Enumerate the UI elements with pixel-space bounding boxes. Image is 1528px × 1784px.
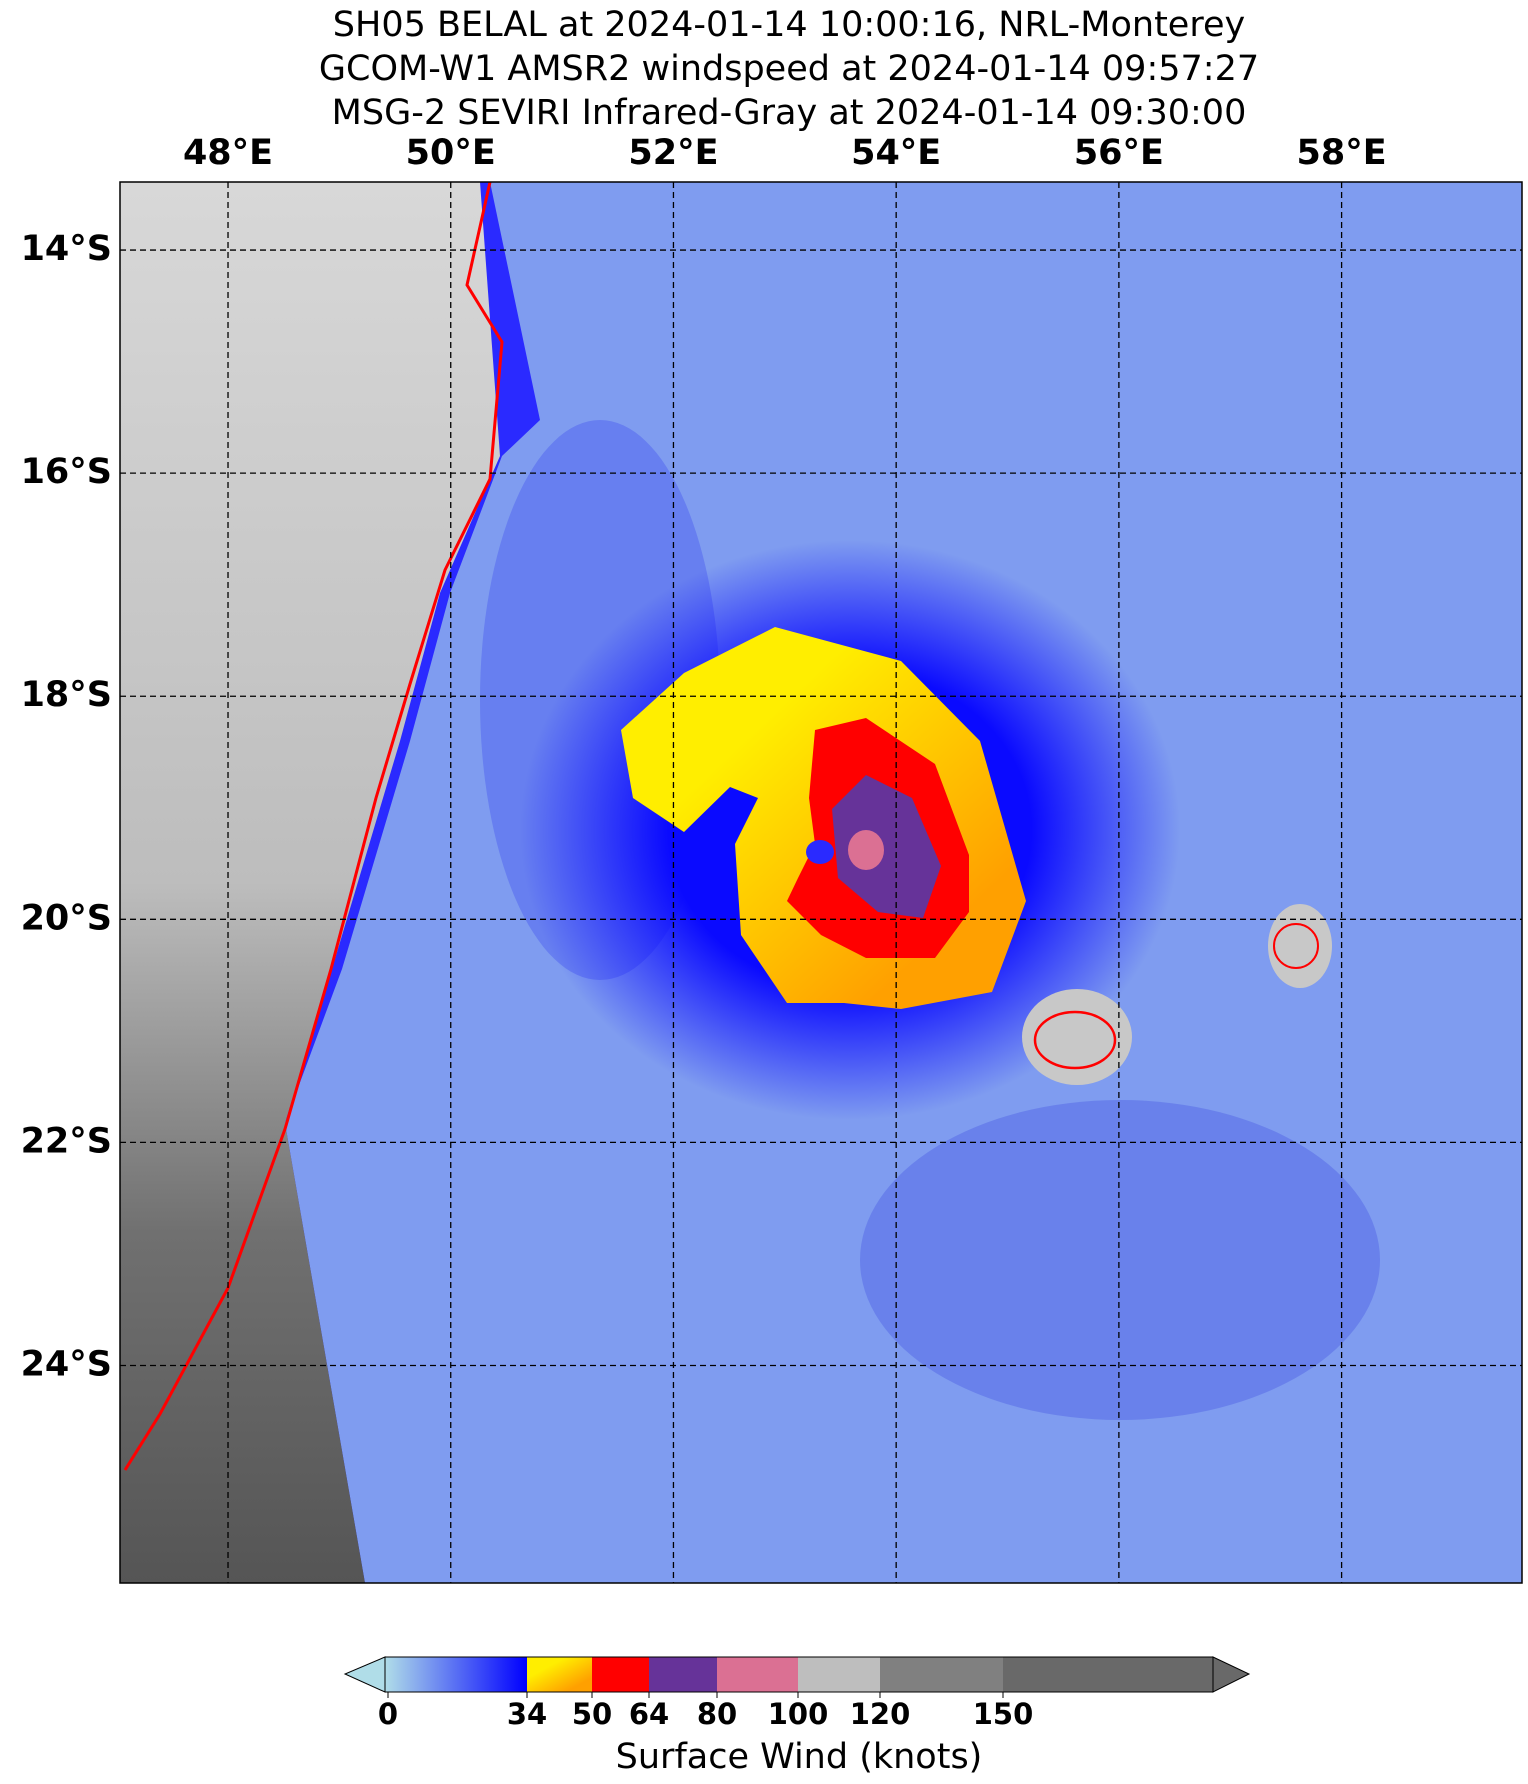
colorbar-segment [592,1657,649,1692]
title-line: MSG-2 SEVIRI Infrared-Gray at 2024-01-14… [332,93,1247,133]
colorbar-label: Surface Wind (knots) [616,1737,983,1777]
mauritius-coast [1273,923,1319,969]
colorbar-tick-label: 120 [850,1697,911,1731]
lon-tick-label: 48°E [183,133,273,173]
colorbar-max-arrow [1212,1656,1251,1693]
lat-tick-label: 20°S [21,898,112,938]
lon-tick-label: 56°E [1074,133,1164,173]
colorbar-segment [880,1657,1003,1692]
colorbar-frame [384,1656,1214,1693]
lat-tick-label: 14°S [21,229,112,269]
lat-tick-label: 22°S [21,1121,112,1161]
lon-tick-label: 54°E [851,133,941,173]
colorbar-segment [798,1657,880,1692]
colorbar-segment [1003,1657,1213,1692]
title-line: GCOM-W1 AMSR2 windspeed at 2024-01-14 09… [319,49,1259,89]
storm-eye [806,840,834,864]
colorbar-tick-label: 50 [572,1697,612,1731]
colorbar-segment [527,1657,592,1692]
lon-tick-label: 58°E [1297,133,1387,173]
mauritius [1268,904,1332,988]
graticule: 48°E 50°E 52°E 54°E 56°E 58°E 14°S 16°S 18°S 20°S… [21,133,1522,1583]
lat-tick-label: 16°S [21,452,112,492]
colorbar-tick-label: 64 [629,1697,669,1731]
lon-tick-label: 50°E [406,133,496,173]
coastline [123,182,504,1471]
colorbar-tick-label: 80 [697,1697,737,1731]
colorbar-tick-label: 34 [507,1697,547,1731]
madagascar-ir [120,182,500,1583]
colorbar-ticks: 0 34 50 64 80 100 120 150 [378,1692,1033,1731]
colorbar-tick-label: 0 [378,1697,398,1731]
lat-tick-label: 24°S [21,1344,112,1384]
wind-patch [860,1100,1380,1420]
colorbar-segment [717,1657,798,1692]
lon-tick-label: 52°E [628,133,718,173]
plot-frame [119,181,1523,1584]
colorbar-min-arrow [343,1656,386,1693]
storm-80kt [848,830,884,870]
map-image [120,182,1522,1583]
reunion-coast [1033,1010,1117,1070]
colorbar-segment [385,1657,527,1692]
colorbar: Surface Wind (knots) [343,1656,1251,1777]
storm-64kt [832,775,941,918]
colorbar-tick-label: 150 [973,1697,1034,1731]
lat-tick-label: 18°S [21,675,112,715]
title-line: SH05 BELAL at 2024-01-14 10:00:16, NRL-M… [333,5,1245,45]
colorbar-tick-label: 100 [768,1697,829,1731]
titles: SH05 BELAL at 2024-01-14 10:00:16, NRL-M… [319,5,1259,133]
colorbar-segment [649,1657,717,1692]
